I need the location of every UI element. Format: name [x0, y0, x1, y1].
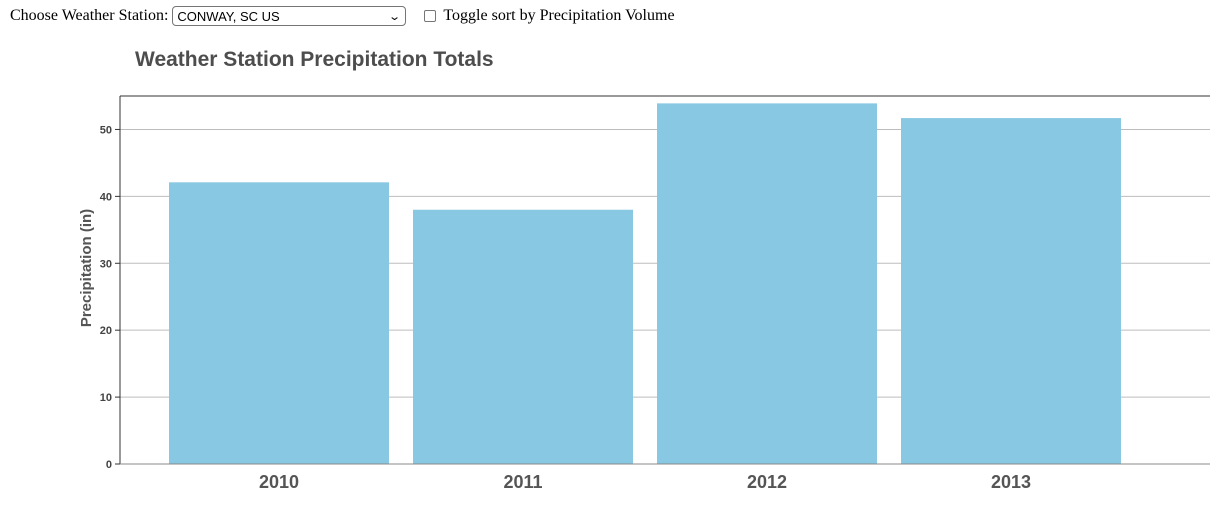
- y-tick-label: 30: [100, 258, 112, 270]
- y-tick-label: 10: [100, 392, 112, 404]
- sort-label[interactable]: Toggle sort by Precipitation Volume: [443, 7, 675, 24]
- y-tick-label: 0: [106, 459, 112, 471]
- bar-2010: [169, 182, 389, 464]
- x-tick-label: 2012: [747, 472, 787, 492]
- station-label: Choose Weather Station:: [10, 7, 169, 24]
- bar-2013: [901, 118, 1121, 464]
- chevron-down-icon: ⌄: [388, 10, 402, 23]
- x-tick-label: 2013: [991, 472, 1031, 492]
- x-tick-label: 2011: [503, 472, 542, 492]
- y-tick-label: 20: [100, 325, 112, 337]
- station-selected-value: CONWAY, SC US: [177, 8, 280, 24]
- bar-2012: [657, 103, 877, 465]
- sort-checkbox[interactable]: [424, 10, 437, 22]
- y-axis-label: Precipitation (in): [78, 209, 95, 327]
- station-select[interactable]: CONWAY, SC US ⌄: [172, 6, 407, 26]
- bars: [169, 103, 1121, 465]
- y-tick-label: 40: [100, 191, 112, 203]
- bar-2011: [413, 209, 633, 464]
- axes: 0 10 20 30 40 50 2010 2011 2012 2013: [100, 95, 1210, 492]
- controls-bar: Choose Weather Station: CONWAY, SC US ⌄ …: [10, 6, 675, 26]
- x-tick-label: 2010: [259, 472, 299, 492]
- y-tick-label: 50: [100, 124, 112, 136]
- chart-title: Weather Station Precipitation Totals: [135, 48, 494, 71]
